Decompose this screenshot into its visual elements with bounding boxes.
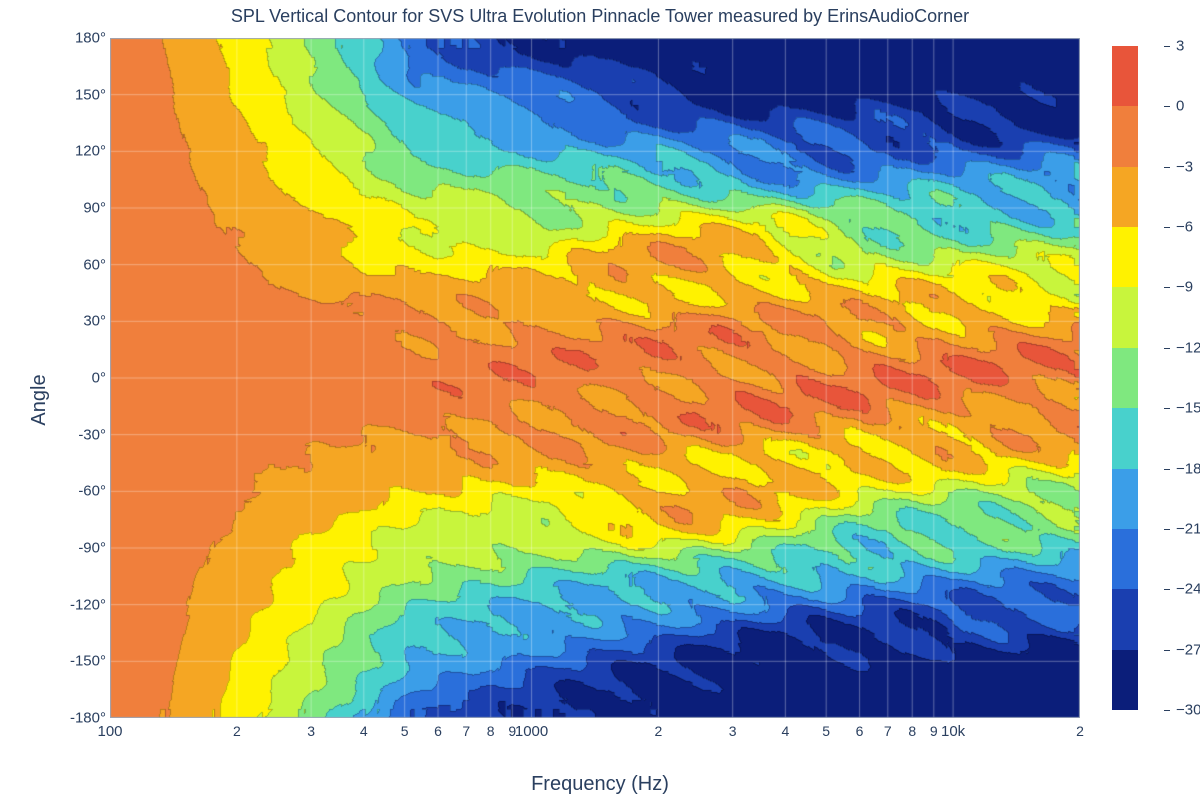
chart-title: SPL Vertical Contour for SVS Ultra Evolu…	[0, 0, 1200, 34]
x-tick-minor-label: 9	[930, 723, 938, 739]
y-tick-label: -120°	[46, 596, 106, 613]
y-tick-label: 180°	[46, 30, 106, 47]
x-tick-minor-label: 5	[401, 723, 409, 739]
x-tick-minor-label: 2	[1076, 723, 1084, 739]
colorbar-tick-label: −24	[1176, 581, 1200, 598]
colorbar-tick	[1164, 589, 1170, 590]
y-tick-label: -150°	[46, 653, 106, 670]
x-tick-minor-label: 4	[781, 723, 789, 739]
x-tick-minor-label: 2	[655, 723, 663, 739]
colorbar-tick-label: −3	[1176, 158, 1193, 175]
x-tick-minor-label: 3	[307, 723, 315, 739]
y-tick-label: 90°	[46, 200, 106, 217]
x-tick-label: 100	[97, 723, 122, 740]
x-tick-minor-label: 6	[434, 723, 442, 739]
colorbar-segment	[1112, 650, 1138, 710]
colorbar-tick	[1164, 106, 1170, 107]
colorbar-segment	[1112, 227, 1138, 287]
colorbar-segment	[1112, 46, 1138, 106]
colorbar-tick-label: −30	[1176, 702, 1200, 719]
colorbar	[1112, 46, 1138, 710]
colorbar-segment	[1112, 469, 1138, 529]
colorbar-tick-label: −18	[1176, 460, 1200, 477]
colorbar-tick	[1164, 408, 1170, 409]
colorbar-tick	[1164, 469, 1170, 470]
x-tick-minor-label: 6	[856, 723, 864, 739]
colorbar-tick-label: −9	[1176, 279, 1193, 296]
colorbar-tick-label: −27	[1176, 641, 1200, 658]
y-tick-label: -30°	[46, 426, 106, 443]
chart-container: SPL Vertical Contour for SVS Ultra Evolu…	[0, 0, 1200, 800]
colorbar-segment	[1112, 529, 1138, 589]
colorbar-tick	[1164, 710, 1170, 711]
colorbar-tick	[1164, 227, 1170, 228]
colorbar-segment	[1112, 287, 1138, 347]
y-tick-label: -60°	[46, 483, 106, 500]
plot-area	[110, 38, 1080, 718]
x-tick-minor-label: 3	[729, 723, 737, 739]
colorbar-tick	[1164, 650, 1170, 651]
x-tick-label: 10k	[941, 723, 965, 740]
x-axis-label: Frequency (Hz)	[531, 773, 669, 796]
x-tick-minor-label: 9	[508, 723, 516, 739]
x-tick-minor-label: 8	[487, 723, 495, 739]
x-tick-minor-label: 8	[908, 723, 916, 739]
y-tick-label: 0°	[46, 370, 106, 387]
y-tick-label: 30°	[46, 313, 106, 330]
x-tick-minor-label: 2	[233, 723, 241, 739]
colorbar-tick	[1164, 348, 1170, 349]
x-tick-minor-label: 5	[822, 723, 830, 739]
y-tick-label: 150°	[46, 86, 106, 103]
colorbar-tick-label: −15	[1176, 400, 1200, 417]
colorbar-segment	[1112, 589, 1138, 649]
colorbar-tick-label: 0	[1176, 98, 1184, 115]
colorbar-tick	[1164, 529, 1170, 530]
colorbar-segment	[1112, 408, 1138, 468]
colorbar-tick-label: −12	[1176, 339, 1200, 356]
x-tick-label: 1000	[515, 723, 548, 740]
y-tick-label: 60°	[46, 256, 106, 273]
grid-overlay	[110, 38, 1080, 718]
x-tick-minor-label: 7	[462, 723, 470, 739]
colorbar-segment	[1112, 106, 1138, 166]
colorbar-segment	[1112, 348, 1138, 408]
x-tick-minor-label: 4	[360, 723, 368, 739]
colorbar-tick	[1164, 46, 1170, 47]
y-tick-label: 120°	[46, 143, 106, 160]
y-tick-label: -90°	[46, 540, 106, 557]
colorbar-tick-label: 3	[1176, 38, 1184, 55]
x-tick-minor-label: 7	[884, 723, 892, 739]
colorbar-segment	[1112, 167, 1138, 227]
colorbar-tick-label: −6	[1176, 219, 1193, 236]
colorbar-tick-label: −21	[1176, 520, 1200, 537]
colorbar-tick	[1164, 167, 1170, 168]
colorbar-tick	[1164, 287, 1170, 288]
